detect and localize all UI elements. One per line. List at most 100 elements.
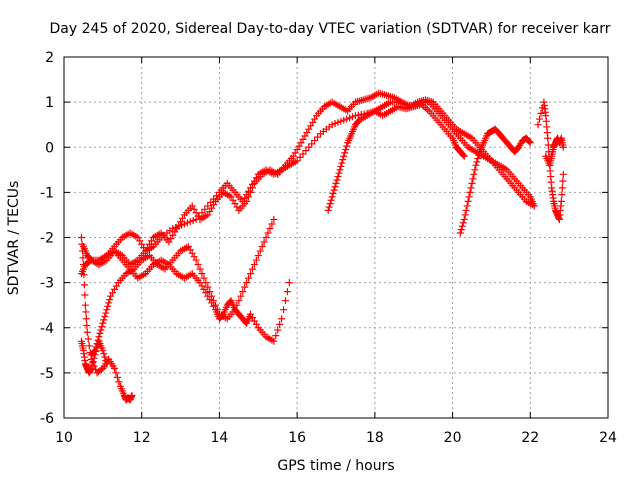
data-points: [77, 89, 567, 404]
data-point: [459, 219, 467, 227]
series-track-2: [77, 337, 111, 377]
data-point: [100, 316, 108, 324]
data-point: [92, 343, 100, 351]
data-point: [466, 188, 474, 196]
data-point: [328, 193, 336, 201]
data-point: [458, 222, 466, 230]
data-point: [81, 301, 89, 309]
y-tick-label: -1: [40, 185, 54, 201]
data-point: [85, 342, 93, 350]
data-point: [83, 328, 91, 336]
data-point: [103, 306, 111, 314]
data-point: [98, 323, 106, 331]
data-point: [93, 340, 101, 348]
data-point: [281, 297, 289, 305]
data-point: [200, 274, 208, 282]
data-point: [101, 353, 109, 361]
data-point: [208, 292, 216, 300]
data-point: [270, 215, 278, 223]
data-point: [102, 309, 110, 317]
y-tick-label: -6: [40, 411, 54, 427]
data-point: [241, 283, 249, 291]
data-point: [470, 170, 478, 178]
data-point: [459, 151, 467, 159]
data-point: [106, 296, 114, 304]
data-point: [89, 358, 97, 366]
data-point: [105, 299, 113, 307]
data-point: [99, 346, 107, 354]
data-point: [465, 193, 473, 201]
data-point: [463, 202, 471, 210]
data-point: [247, 270, 255, 278]
data-point: [334, 173, 342, 181]
data-point: [471, 166, 479, 174]
data-point: [192, 256, 200, 264]
data-point: [254, 252, 262, 260]
y-tick-label: 0: [45, 140, 54, 156]
data-point: [467, 184, 475, 192]
data-point: [530, 202, 538, 210]
data-point: [285, 279, 293, 287]
data-point: [82, 308, 90, 316]
data-point: [526, 139, 534, 147]
series-track-8: [456, 125, 534, 237]
data-point: [336, 166, 344, 174]
x-tick-label: 14: [211, 430, 229, 446]
data-point: [525, 138, 533, 146]
data-point: [330, 186, 338, 194]
x-tick-label: 22: [521, 430, 539, 446]
data-point: [245, 193, 253, 201]
data-point: [237, 292, 245, 300]
data-point: [248, 184, 256, 192]
data-point: [324, 206, 332, 214]
data-point: [276, 320, 284, 328]
data-point: [327, 196, 335, 204]
data-point: [250, 261, 258, 269]
data-point: [272, 332, 280, 340]
data-point: [333, 176, 341, 184]
data-point: [335, 169, 343, 177]
data-point: [239, 288, 247, 296]
data-point: [87, 364, 95, 372]
data-point: [339, 156, 347, 164]
data-point: [115, 378, 123, 386]
data-point: [559, 170, 567, 178]
grid: [64, 57, 608, 418]
data-point: [462, 206, 470, 214]
y-axis-label: SDTVAR / TECUs: [6, 181, 22, 296]
data-point: [331, 183, 339, 191]
y-axis: 2 1 0 -1 -2 -3 -4 -5 -6: [40, 50, 608, 427]
series-track-10: [542, 134, 567, 169]
y-tick-label: -3: [40, 276, 54, 292]
data-point: [204, 283, 212, 291]
data-point: [280, 306, 288, 314]
x-tick-label: 20: [444, 430, 462, 446]
data-point: [456, 229, 464, 237]
x-axis: 10 12 14 16 18 20 22 24: [55, 57, 617, 446]
data-point: [113, 373, 121, 381]
data-point: [283, 288, 291, 296]
data-point: [460, 152, 468, 160]
data-point: [99, 319, 107, 327]
data-point: [103, 360, 111, 368]
data-point: [88, 361, 96, 369]
data-point: [270, 337, 278, 345]
data-point: [213, 306, 221, 314]
data-point: [256, 247, 264, 255]
series-track-1: [77, 234, 136, 404]
data-point: [252, 256, 260, 264]
data-point: [337, 162, 345, 170]
data-point: [210, 297, 218, 305]
data-point: [77, 234, 85, 241]
data-point: [340, 152, 348, 160]
data-point: [202, 279, 210, 287]
data-point: [469, 175, 477, 183]
data-point: [243, 197, 251, 205]
data-point: [96, 329, 104, 337]
data-point: [91, 346, 99, 354]
data-point: [464, 197, 472, 205]
data-point: [268, 220, 276, 228]
x-axis-label: GPS time / hours: [277, 458, 394, 474]
data-point: [231, 306, 239, 314]
